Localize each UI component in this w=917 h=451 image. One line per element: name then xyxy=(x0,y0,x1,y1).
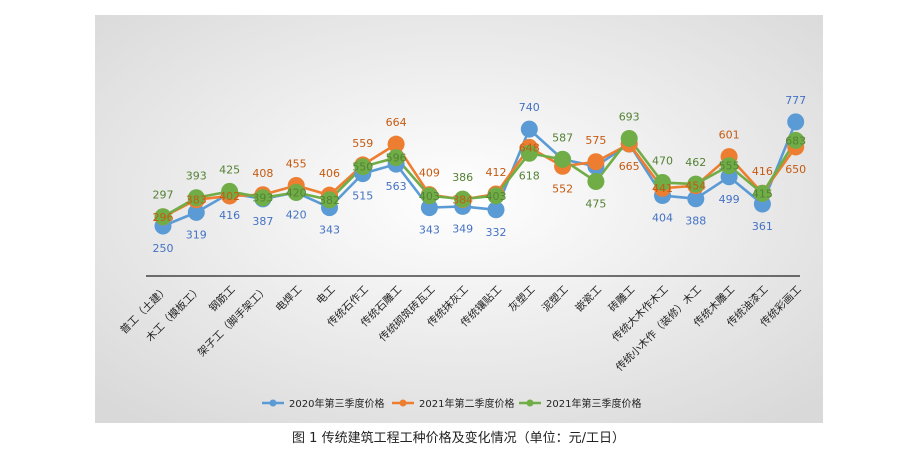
data-label: 515 xyxy=(352,190,373,203)
data-label: 420 xyxy=(286,208,307,221)
data-point xyxy=(753,184,771,202)
data-label: 408 xyxy=(252,167,273,180)
data-label: 550 xyxy=(352,161,373,174)
data-label: 402 xyxy=(219,190,240,203)
data-label: 332 xyxy=(486,226,507,239)
figure-caption: 图 1 传统建筑工程工种价格及变化情况（单位：元/工日） xyxy=(292,431,625,446)
data-label: 393 xyxy=(252,192,273,205)
data-label: 403 xyxy=(486,190,507,203)
data-label: 403 xyxy=(419,190,440,203)
data-label: 388 xyxy=(685,215,706,228)
data-point xyxy=(687,190,705,208)
legend-swatch-marker xyxy=(526,399,534,407)
data-label: 648 xyxy=(519,141,540,154)
data-point xyxy=(287,183,305,201)
data-label: 462 xyxy=(685,156,706,169)
legend-entry: 2021年第二季度价格 xyxy=(419,397,514,410)
data-point xyxy=(487,187,505,205)
data-point xyxy=(187,189,205,207)
data-point xyxy=(454,190,472,208)
data-label: 601 xyxy=(719,129,740,142)
data-label: 559 xyxy=(352,137,373,150)
data-label: 406 xyxy=(319,167,340,180)
data-label: 412 xyxy=(486,166,507,179)
data-point xyxy=(321,191,338,209)
data-point xyxy=(620,129,638,147)
data-label: 384 xyxy=(452,194,473,207)
data-point xyxy=(354,158,372,176)
data-label: 618 xyxy=(519,169,540,182)
legend-swatch-marker xyxy=(269,399,277,407)
data-point xyxy=(387,149,405,167)
data-point xyxy=(554,150,572,168)
data-point xyxy=(687,175,705,193)
data-label: 441 xyxy=(652,182,673,195)
data-label: 386 xyxy=(452,171,473,184)
data-label: 587 xyxy=(552,131,573,144)
data-point xyxy=(387,135,405,153)
data-label: 416 xyxy=(219,209,240,222)
data-label: 596 xyxy=(386,152,407,165)
legend-entry: 2020年第三季度价格 xyxy=(289,397,384,410)
data-label: 393 xyxy=(186,170,207,183)
data-point xyxy=(587,173,605,191)
data-point xyxy=(520,144,538,162)
data-point xyxy=(420,187,438,205)
data-point xyxy=(720,157,738,175)
data-label: 416 xyxy=(752,165,773,178)
data-label: 296 xyxy=(153,211,174,224)
data-label: 693 xyxy=(619,110,640,123)
data-point xyxy=(587,153,605,171)
data-point xyxy=(221,182,239,200)
data-label: 683 xyxy=(785,134,806,147)
data-label: 563 xyxy=(386,180,407,193)
data-label: 555 xyxy=(719,160,740,173)
data-point xyxy=(487,201,505,219)
data-label: 420 xyxy=(286,186,307,199)
data-point xyxy=(254,189,272,207)
data-point xyxy=(420,199,438,217)
data-label: 575 xyxy=(585,134,606,147)
data-point xyxy=(654,174,671,192)
data-label: 454 xyxy=(685,180,706,193)
data-label: 349 xyxy=(452,222,473,235)
data-label: 499 xyxy=(719,193,740,206)
legend-entry: 2021年第三季度价格 xyxy=(546,397,641,410)
legend-swatch-marker xyxy=(399,399,407,407)
data-label: 665 xyxy=(619,160,640,173)
data-label: 740 xyxy=(519,101,540,114)
data-label: 415 xyxy=(752,187,773,200)
data-point xyxy=(787,113,805,131)
data-label: 387 xyxy=(252,215,273,228)
data-label: 383 xyxy=(186,194,207,207)
data-label: 343 xyxy=(419,224,440,237)
data-label: 343 xyxy=(319,224,340,237)
data-label: 650 xyxy=(785,163,806,176)
data-label: 382 xyxy=(319,194,340,207)
data-label: 664 xyxy=(386,116,407,129)
data-label: 470 xyxy=(652,155,673,168)
data-label: 404 xyxy=(652,212,673,225)
data-label: 425 xyxy=(219,163,240,176)
data-label: 319 xyxy=(186,228,207,241)
data-point xyxy=(187,203,205,221)
data-label: 455 xyxy=(286,157,307,170)
data-point xyxy=(520,120,538,138)
data-label: 409 xyxy=(419,167,440,180)
data-label: 777 xyxy=(785,94,806,107)
data-label: 475 xyxy=(585,198,606,211)
data-label: 361 xyxy=(752,220,773,233)
data-label: 552 xyxy=(552,182,573,195)
data-point xyxy=(787,131,805,149)
data-point xyxy=(154,208,172,226)
data-label: 250 xyxy=(153,242,174,255)
chart-background xyxy=(95,15,823,423)
data-label: 297 xyxy=(153,189,174,202)
